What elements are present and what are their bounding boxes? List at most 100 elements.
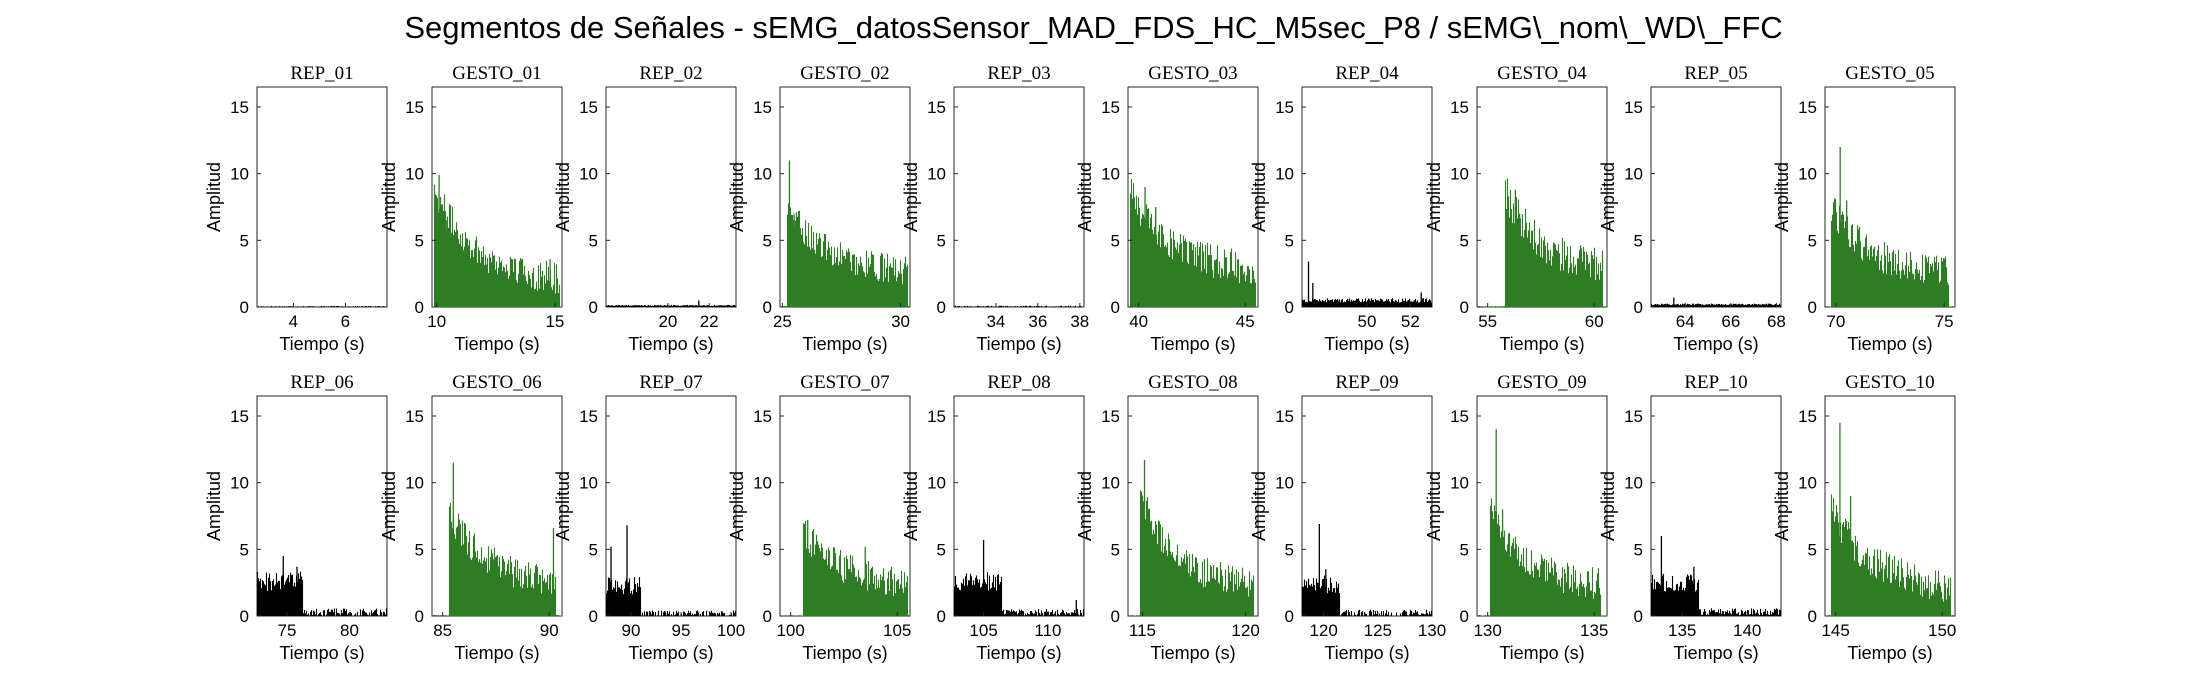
y-tick-label: 0 [1634,298,1643,317]
y-axis-label: Amplitud [1772,471,1792,541]
y-axis-label: Amplitud [1598,162,1618,232]
x-tick-label: 70 [1826,312,1845,331]
x-axis-label: Tiempo (s) [1847,334,1932,354]
x-axis-label: Tiempo (s) [1673,334,1758,354]
subplot-rep-09: 0 5 10 15 120 125 130 REP_09 Tiempo (s) Amplitud [1249,372,1446,663]
x-tick-label: 90 [622,621,641,640]
x-tick-label: 55 [1478,312,1497,331]
x-tick-label: 140 [1733,621,1761,640]
subplot-gesto-05: 0 5 10 15 70 75 GESTO_05 Tiempo (s) Amplitud [1772,63,1956,354]
y-tick-label: 5 [415,231,424,250]
y-tick-label: 15 [927,98,946,117]
subplot-title: REP_06 [290,372,353,393]
subplot-title: REP_10 [1684,372,1747,393]
y-tick-label: 5 [240,540,249,559]
x-tick-label: 110 [1034,621,1061,640]
y-tick-label: 0 [1111,607,1120,626]
y-tick-label: 5 [763,231,772,250]
x-tick-label: 135 [1668,621,1696,640]
y-axis-label: Amplitud [1772,162,1792,232]
subplot-title: GESTO_07 [800,372,889,393]
y-tick-label: 5 [415,540,424,559]
x-tick-label: 95 [672,621,691,640]
x-tick-label: 125 [1364,621,1392,640]
subplot-title: GESTO_08 [1148,372,1237,393]
y-tick-label: 5 [1111,231,1120,250]
x-axis-label: Tiempo (s) [802,643,887,663]
axes-frame [1301,86,1433,308]
subplot-rep-04: 0 5 10 15 50 52 REP_04 Tiempo (s) Amplitud [1249,63,1433,354]
y-tick-label: 15 [579,407,598,426]
axes-frame [1650,86,1782,308]
y-axis-label: Amplitud [1598,471,1618,541]
y-axis-label: Amplitud [727,162,747,232]
y-tick-label: 5 [1808,231,1817,250]
x-tick-label: 40 [1129,312,1148,331]
x-tick-label: 120 [1309,621,1337,640]
y-tick-label: 5 [589,540,598,559]
x-axis-label: Tiempo (s) [976,643,1061,663]
y-tick-label: 0 [1285,607,1294,626]
x-axis-label: Tiempo (s) [1499,643,1584,663]
subplot-title: GESTO_03 [1148,63,1237,84]
x-tick-label: 6 [341,312,350,331]
x-axis-label: Tiempo (s) [454,643,539,663]
y-tick-label: 15 [405,407,424,426]
y-tick-label: 10 [1450,165,1469,184]
y-tick-label: 0 [415,607,424,626]
x-tick-label: 20 [658,312,677,331]
x-axis-label: Tiempo (s) [1499,334,1584,354]
y-tick-label: 15 [1101,98,1120,117]
y-tick-label: 10 [1624,474,1643,493]
subplot-rep-06: 0 5 10 15 75 80 REP_06 Tiempo (s) Amplitud [204,372,388,663]
y-tick-label: 15 [1450,98,1469,117]
y-tick-label: 10 [1275,165,1294,184]
subplot-title: GESTO_09 [1497,372,1586,393]
y-tick-label: 10 [1798,474,1817,493]
y-tick-label: 10 [230,474,249,493]
x-tick-label: 115 [1129,621,1156,640]
y-tick-label: 0 [1634,607,1643,626]
y-tick-label: 15 [1101,407,1120,426]
y-tick-label: 15 [927,407,946,426]
x-tick-label: 45 [1236,312,1255,331]
y-tick-label: 10 [405,474,424,493]
x-tick-label: 64 [1676,312,1695,331]
y-tick-label: 15 [1624,98,1643,117]
x-tick-label: 25 [773,312,792,331]
y-tick-label: 10 [1624,165,1643,184]
y-tick-label: 5 [1808,540,1817,559]
y-tick-label: 5 [1460,540,1469,559]
axes-frame [605,395,737,617]
y-tick-label: 0 [240,298,249,317]
x-axis-label: Tiempo (s) [802,334,887,354]
x-axis-label: Tiempo (s) [628,643,713,663]
x-axis-label: Tiempo (s) [976,334,1061,354]
x-tick-label: 145 [1821,621,1849,640]
subplot-title: REP_08 [987,372,1050,393]
y-axis-label: Amplitud [553,162,573,232]
subplot-title: REP_09 [1335,372,1398,393]
y-tick-label: 0 [937,298,946,317]
y-axis-label: Amplitud [1424,162,1444,232]
x-tick-label: 135 [1580,621,1608,640]
figure-title: Segmentos de Señales - sEMG_datosSensor_… [404,10,1783,45]
x-axis-label: Tiempo (s) [454,334,539,354]
x-axis-label: Tiempo (s) [279,334,364,354]
x-tick-label: 52 [1401,312,1420,331]
axes-frame [1301,395,1433,617]
y-tick-label: 15 [1275,98,1294,117]
y-axis-label: Amplitud [727,471,747,541]
y-tick-label: 0 [763,607,772,626]
y-tick-label: 10 [579,474,598,493]
subplot-gesto-01: 0 5 10 15 10 15 GESTO_01 Tiempo (s) Amplitud [379,63,564,354]
y-tick-label: 0 [1285,298,1294,317]
y-tick-label: 10 [1798,165,1817,184]
subplot-title: REP_03 [987,63,1050,84]
subplot-title: GESTO_01 [452,63,541,84]
subplot-rep-10: 0 5 10 15 135 140 REP_10 Tiempo (s) Amplitud [1598,372,1782,663]
y-tick-label: 15 [753,98,772,117]
x-tick-label: 130 [1418,621,1446,640]
x-tick-label: 105 [883,621,911,640]
